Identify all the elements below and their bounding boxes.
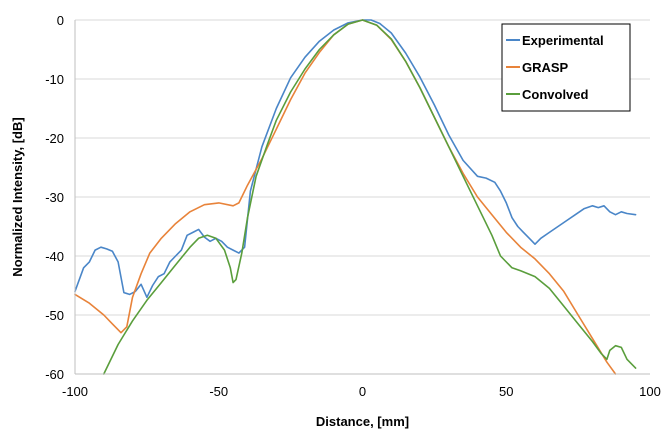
x-tick-label-2: 0 xyxy=(359,384,366,399)
legend-label-experimental: Experimental xyxy=(522,33,604,48)
tick-labels: 0 -10 -20 -30 -40 -50 -60 -100 -50 0 50 100 xyxy=(45,13,661,399)
legend-label-grasp: GRASP xyxy=(522,60,569,75)
x-tick-label-0: -100 xyxy=(62,384,88,399)
legend-box xyxy=(501,23,631,112)
legend-label-convolved: Convolved xyxy=(522,87,589,102)
y-tick-label-4: -40 xyxy=(45,249,64,264)
legend: Experimental GRASP Convolved xyxy=(501,23,631,112)
y-tick-label-1: -10 xyxy=(45,72,64,87)
y-tick-label-0: 0 xyxy=(57,13,64,28)
series-line-convolved xyxy=(103,19,637,375)
series-line-experimental xyxy=(74,19,637,299)
x-axis-title: Distance, [mm] xyxy=(316,414,409,429)
y-tick-label-6: -60 xyxy=(45,367,64,382)
x-tick-label-4: 100 xyxy=(639,384,661,399)
y-tick-label-2: -20 xyxy=(45,131,64,146)
axes xyxy=(74,20,650,375)
series-lines xyxy=(74,19,637,375)
y-tick-label-5: -50 xyxy=(45,308,64,323)
x-tick-label-3: 50 xyxy=(499,384,513,399)
y-axis-title: Normalized Intensity, [dB] xyxy=(10,117,25,276)
series-line-grasp xyxy=(74,19,617,375)
y-tick-label-3: -30 xyxy=(45,190,64,205)
x-tick-label-1: -50 xyxy=(209,384,228,399)
